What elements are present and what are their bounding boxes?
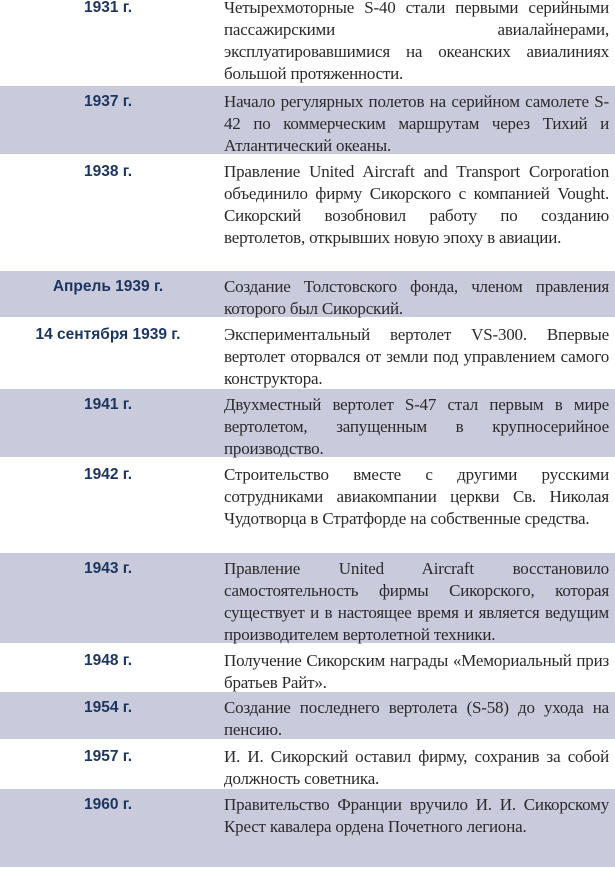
table-row: 1948 г. Получение Сикорским награды «Мемо… bbox=[0, 645, 615, 692]
table-row: 1960 г. Правительство Франции вручило И. … bbox=[0, 789, 615, 869]
table-row: 1954 г. Создание последнего вертолета (S-… bbox=[0, 692, 615, 741]
event-description: Четырехмоторные S-40 стали первыми серий… bbox=[224, 0, 609, 83]
table-row: 1943 г. Правление United Aircraft восстан… bbox=[0, 553, 615, 645]
event-description: Начало регулярных полетов на серийном са… bbox=[224, 92, 609, 155]
event-description: Правительство Франции вручило И. И. Сико… bbox=[224, 795, 609, 836]
table-row: 1937 г. Начало регулярных полетов на сери… bbox=[0, 86, 615, 156]
event-date: 1937 г. bbox=[84, 93, 132, 110]
table-row: 1942 г. Строительство вместе с другими ру… bbox=[0, 459, 615, 553]
event-date: Апрель 1939 г. bbox=[52, 278, 164, 295]
event-description: И. И. Сикорский оставил фирму, сохранив … bbox=[224, 747, 609, 788]
event-date: 1948 г. bbox=[84, 652, 132, 669]
event-date: 14 сентября 1939 г. bbox=[35, 326, 181, 343]
table-row: 1938 г. Правление United Aircraft and Tra… bbox=[0, 156, 615, 271]
event-date: 1960 г. bbox=[84, 796, 132, 813]
event-description: Экспериментальный вертолет VS-300. Вперв… bbox=[224, 325, 609, 388]
table-row: 1931 г. Четырехмоторные S-40 стали первым… bbox=[0, 0, 615, 86]
event-description: Правление United Aircraft восстановило с… bbox=[224, 559, 609, 644]
event-description: Двухместный вертолет S-47 стал первым в … bbox=[224, 395, 609, 458]
event-date: 1943 г. bbox=[84, 560, 132, 577]
event-description: Правление United Aircraft and Transport … bbox=[224, 162, 609, 247]
table-row: 1941 г. Двухместный вертолет S-47 стал пе… bbox=[0, 389, 615, 459]
event-description: Получение Сикорским награды «Мемориальны… bbox=[224, 651, 609, 692]
event-date: 1942 г. bbox=[84, 466, 132, 483]
event-date: 1938 г. bbox=[84, 163, 132, 180]
event-description: Создание последнего вертолета (S-58) до … bbox=[224, 698, 609, 739]
event-date: 1941 г. bbox=[84, 396, 132, 413]
event-description: Строительство вместе с другими русскими … bbox=[224, 465, 609, 528]
table-row: 14 сентября 1939 г. Экспериментальный вер… bbox=[0, 319, 615, 389]
table-row: 1957 г. И. И. Сикорский оставил фирму, со… bbox=[0, 741, 615, 789]
event-date: 1954 г. bbox=[84, 699, 132, 716]
table-row: Апрель 1939 г. Создание Толстовского фонд… bbox=[0, 271, 615, 319]
event-date: 1931 г. bbox=[84, 0, 132, 16]
event-description: Создание Толстовского фонда, членом прав… bbox=[224, 277, 609, 318]
event-date: 1957 г. bbox=[84, 748, 132, 765]
